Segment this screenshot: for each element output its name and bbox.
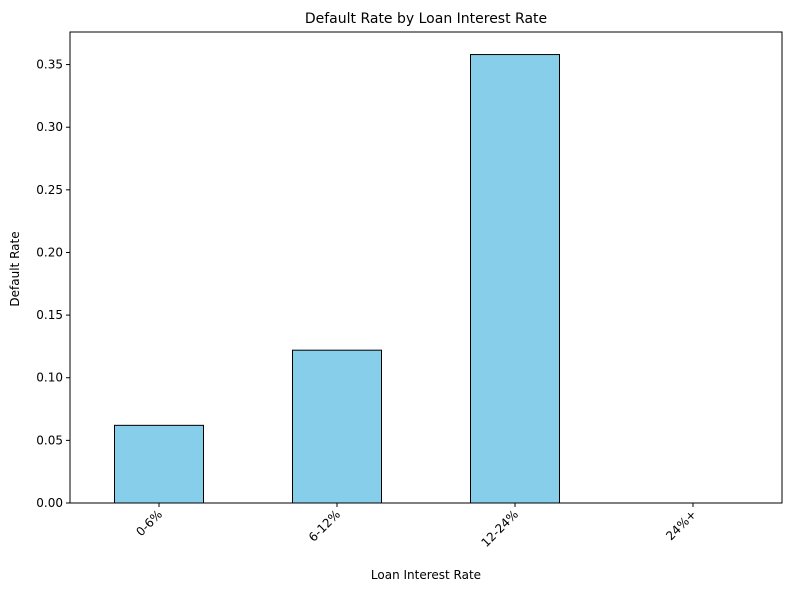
- y-tick-label: 0.35: [36, 58, 63, 72]
- y-ticks: 0.00 0.05 0.10 0.15 0.20 0.25 0.30 0.35: [36, 58, 70, 510]
- bar-0: [114, 424, 204, 504]
- bars-layer: [114, 54, 560, 504]
- x-tick-label: 24%+: [663, 507, 699, 543]
- chart-title: Default Rate by Loan Interest Rate: [305, 11, 547, 27]
- y-tick-label: 0.15: [36, 308, 63, 322]
- bar-1: [292, 349, 382, 504]
- y-tick-label: 0.25: [36, 183, 63, 197]
- y-tick-label: 0.05: [36, 433, 63, 447]
- bar-2: [470, 54, 560, 504]
- x-axis-label: Loan Interest Rate: [371, 568, 481, 582]
- y-tick-label: 0.30: [36, 120, 63, 134]
- y-tick-label: 0.10: [36, 371, 63, 385]
- y-axis-label: Default Rate: [8, 231, 22, 306]
- y-tick-label: 0.00: [36, 496, 63, 510]
- x-tick-label: 6-12%: [306, 507, 343, 544]
- x-tick-label: 0-6%: [133, 507, 165, 539]
- x-ticks: 0-6% 6-12% 12-24% 24%+: [133, 503, 699, 550]
- y-tick-label: 0.20: [36, 245, 63, 259]
- plot-frame: [69, 31, 783, 504]
- x-tick-label: 12-24%: [478, 507, 521, 550]
